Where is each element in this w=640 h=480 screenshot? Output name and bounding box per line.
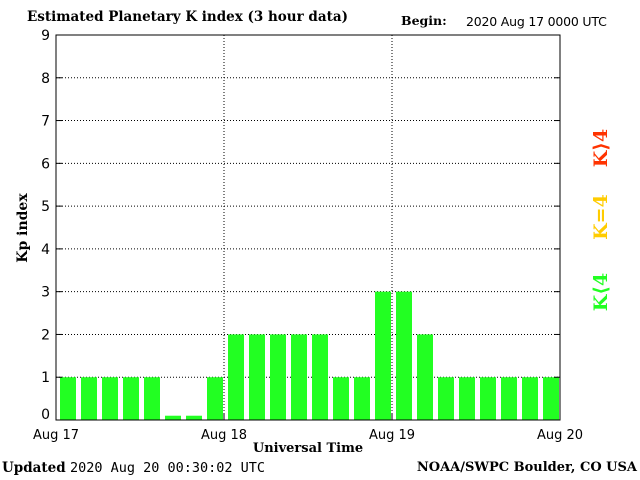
credit-text: NOAA/SWPC Boulder, CO USA [416, 460, 637, 475]
kp-bar [417, 334, 433, 420]
x-tick-label: Aug 18 [201, 428, 247, 443]
updated-value: 2020 Aug 20 00:30:02 UTC [69, 460, 266, 476]
kp-bar [249, 334, 265, 420]
kp-bar [480, 377, 496, 420]
y-tick-label: 2 [41, 327, 50, 343]
kp-bar [312, 334, 328, 420]
x-tick-label: Aug 20 [537, 428, 583, 443]
kp-bar [396, 291, 412, 420]
x-axis-label: Universal Time [253, 441, 363, 456]
kp-bar [291, 334, 307, 420]
x-tick-label: Aug 17 [33, 428, 79, 443]
kp-bar [186, 415, 202, 420]
kp-bar [459, 377, 475, 420]
y-tick-label: 8 [41, 71, 50, 87]
y-tick-label: 0 [41, 407, 50, 423]
y-tick-label: 7 [41, 114, 50, 130]
kp-bar [60, 377, 76, 420]
x-tick-label: Aug 19 [369, 428, 415, 443]
plot-frame [55, 34, 561, 421]
begin-value: 2020 Aug 17 0000 UTC [466, 14, 607, 29]
kp-bar [333, 377, 349, 420]
kp-bar [354, 377, 370, 420]
chart-title: Estimated Planetary K index (3 hour data… [27, 9, 348, 25]
y-tick-label: 1 [41, 370, 50, 386]
kp-bar [81, 377, 97, 420]
y-axis-label: Kp index [15, 193, 31, 263]
y-axis-ticks: 0 1 2 3 4 5 6 7 8 9 [41, 28, 560, 423]
kp-bar [228, 334, 244, 420]
bar-series [60, 291, 559, 420]
kp-bar [543, 377, 559, 420]
kp-bar [270, 334, 286, 420]
legend-item: K⟨4 [590, 273, 612, 311]
y-tick-label: 9 [41, 28, 50, 44]
kp-bar [438, 377, 454, 420]
kp-bar [375, 291, 391, 420]
y-tick-label: 3 [41, 285, 50, 301]
legend-item: K=4 [590, 194, 612, 240]
x-axis-ticks: Aug 17 Aug 18 Aug 19 Aug 20 [33, 414, 583, 443]
kp-bar [522, 377, 538, 420]
grid-lines [56, 34, 560, 420]
y-tick-label: 6 [41, 156, 50, 172]
kp-bar [123, 377, 139, 420]
kp-bar [102, 377, 118, 420]
begin-label: Begin: [401, 13, 447, 28]
legend: K⟨4 K=4 K⟩4 [590, 129, 612, 311]
updated-timestamp: Updated 2020 Aug 20 00:30:02 UTC [2, 460, 265, 476]
y-tick-label: 5 [41, 199, 50, 215]
kp-bar [501, 377, 517, 420]
updated-label: Updated [2, 460, 66, 476]
y-tick-label: 4 [41, 242, 50, 258]
kp-bar [207, 377, 223, 420]
kp-bar [144, 377, 160, 420]
kp-chart: 0 1 2 3 4 5 6 7 8 9 Aug 17 Aug 18 Aug 19 Aug 20 Kp i… [15, 28, 612, 456]
legend-item: K⟩4 [590, 129, 612, 167]
kp-bar [165, 415, 181, 420]
